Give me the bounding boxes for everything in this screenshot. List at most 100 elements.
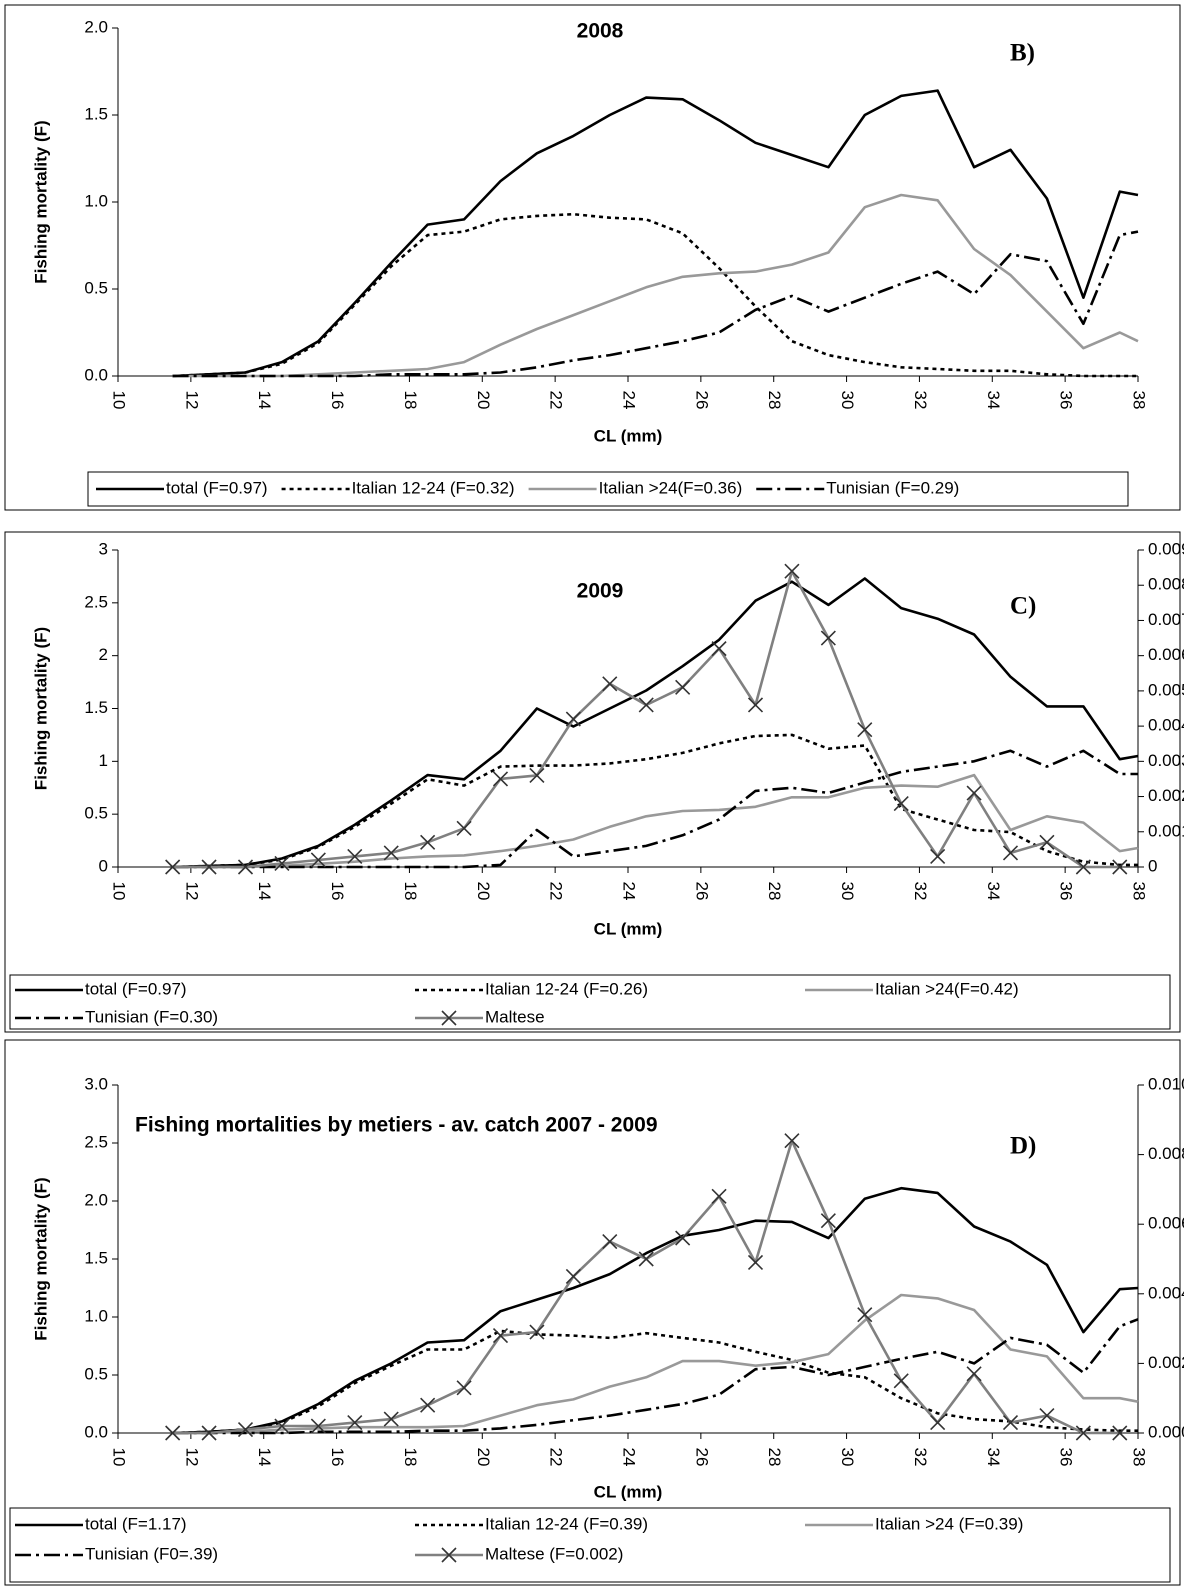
x-tick-label: 28: [765, 1448, 784, 1467]
x-marker: [1075, 1425, 1091, 1441]
x-tick-label: 18: [401, 882, 420, 901]
x-marker: [930, 848, 946, 864]
x-marker: [1002, 1414, 1019, 1431]
x-marker: [529, 1324, 545, 1340]
x-marker: [602, 1234, 618, 1250]
x-marker: [711, 1188, 727, 1204]
panel-label: D): [1010, 1133, 1036, 1160]
legend-label: total (F=0.97): [166, 478, 268, 497]
legend-label: total (F=0.97): [85, 979, 187, 998]
x-tick-label: 12: [182, 391, 201, 410]
x-marker: [274, 1418, 290, 1434]
y2-tick-label: 0.002: [1148, 1353, 1184, 1372]
y2-tick-label: 0.003: [1148, 751, 1184, 770]
x-marker: [966, 1366, 982, 1382]
x-marker: [201, 1425, 217, 1441]
x-marker: [310, 852, 326, 868]
x-tick-label: 22: [547, 391, 566, 410]
legend-label: Tunisian (F0=.39): [85, 1544, 218, 1563]
x-axis-title: CL (mm): [594, 426, 663, 445]
x-tick-label: 32: [911, 1448, 930, 1467]
series-line: [172, 1293, 1139, 1435]
x-marker: [893, 796, 909, 812]
x-marker: [310, 1418, 326, 1434]
x-tick-label: 26: [692, 391, 711, 410]
legend-label: Tunisian (F=0.29): [826, 478, 959, 497]
y2-tick-label: 0.006: [1148, 1214, 1184, 1233]
y-tick-label: 2.5: [84, 1132, 108, 1151]
x-tick-label: 10: [110, 391, 129, 410]
y2-tick-label: 0.006: [1148, 645, 1184, 664]
x-tick-label: 34: [984, 882, 1003, 901]
x-marker: [492, 771, 509, 787]
x-marker: [857, 1307, 873, 1323]
series-line: [172, 577, 1139, 869]
series-line: [172, 1186, 1139, 1435]
chart-title: 2008: [577, 20, 624, 43]
x-tick-label: 30: [838, 391, 857, 410]
x-marker: [441, 1010, 457, 1026]
x-marker: [456, 820, 472, 836]
x-marker: [820, 630, 836, 646]
x-tick-label: 30: [838, 1448, 857, 1467]
y-tick-label: 2: [99, 645, 108, 664]
x-tick-label: 20: [474, 1448, 493, 1467]
x-marker: [747, 697, 764, 713]
chart-title: 2009: [577, 580, 624, 603]
panel-frame: [4, 4, 1181, 511]
x-marker: [1002, 845, 1019, 861]
x-marker: [165, 859, 181, 875]
series-line: [172, 230, 1139, 378]
x-tick-label: 36: [1057, 1448, 1076, 1467]
y2-tick-label: 0.010: [1148, 1074, 1184, 1093]
x-tick-label: 32: [911, 391, 930, 410]
x-marker: [1075, 859, 1091, 875]
x-tick-label: 24: [620, 391, 639, 410]
x-tick-label: 16: [328, 1448, 347, 1467]
y-tick-label: 1: [99, 751, 108, 770]
x-marker: [1112, 1425, 1128, 1441]
x-marker: [930, 1414, 946, 1431]
y-tick-label: 3: [99, 539, 108, 558]
y-tick-label: 0: [99, 856, 108, 875]
y-tick-label: 2.0: [84, 1190, 108, 1209]
x-tick-label: 34: [984, 1448, 1003, 1467]
y-tick-label: 2.0: [84, 17, 108, 36]
x-tick-label: 36: [1057, 882, 1076, 901]
y-tick-label: 2.5: [84, 592, 108, 611]
legend-label: Italian 12-24 (F=0.26): [485, 979, 648, 998]
x-tick-label: 16: [328, 882, 347, 901]
x-tick-label: 24: [620, 882, 639, 901]
x-marker: [1112, 859, 1128, 875]
x-marker: [675, 1230, 691, 1246]
y-tick-label: 1.5: [84, 1248, 108, 1267]
y2-tick-label: 0: [1148, 856, 1157, 875]
y-axis-title: Fishing mortality (F): [31, 120, 50, 283]
x-tick-label: 18: [401, 391, 420, 410]
series-line: [172, 1139, 1120, 1435]
x-marker: [565, 1268, 581, 1284]
x-marker: [784, 563, 800, 579]
y-tick-label: 0.5: [84, 278, 108, 297]
x-tick-label: 16: [328, 391, 347, 410]
x-marker: [456, 1380, 472, 1396]
legend-frame: [87, 471, 1129, 507]
y2-tick-label: 0.001: [1148, 821, 1184, 840]
x-tick-label: 18: [401, 1448, 420, 1467]
x-tick-label: 20: [474, 391, 493, 410]
x-tick-label: 38: [1130, 882, 1149, 901]
series-line: [172, 733, 1138, 869]
series-line: [172, 569, 1120, 869]
series-line: [172, 1329, 1138, 1435]
x-axis-title: CL (mm): [594, 919, 663, 938]
legend-label: Italian 12-24 (F=0.32): [352, 478, 515, 497]
x-tick-label: 14: [255, 391, 274, 410]
y2-tick-label: 0.009: [1148, 539, 1184, 558]
x-marker: [529, 767, 545, 783]
series-line: [172, 89, 1139, 378]
x-marker: [711, 641, 727, 657]
x-marker: [638, 1251, 654, 1267]
legend-label: Tunisian (F=0.30): [85, 1007, 218, 1026]
panel-frame: [4, 531, 1181, 1033]
